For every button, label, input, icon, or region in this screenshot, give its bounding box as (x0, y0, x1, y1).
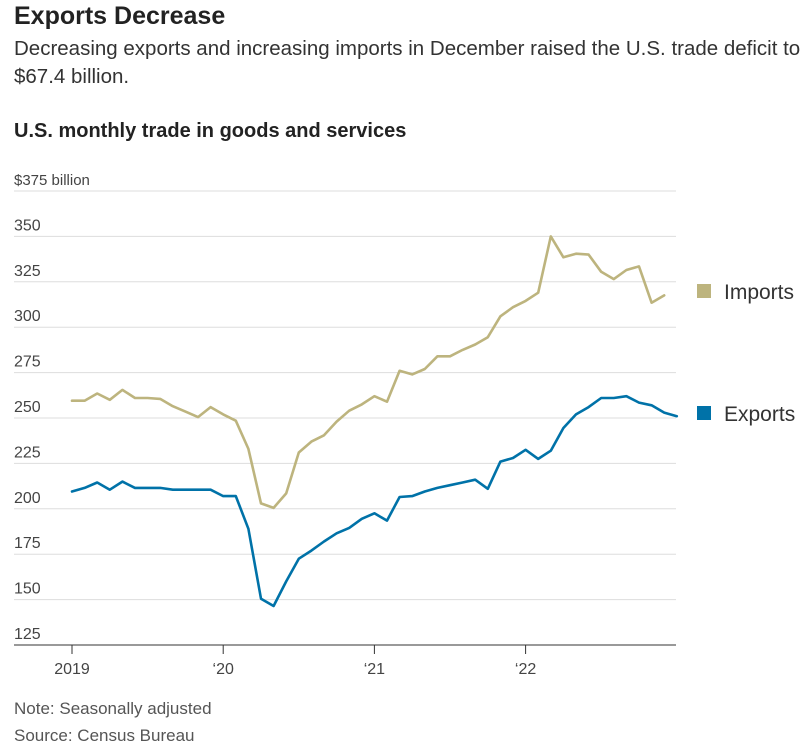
page-title: Exports Decrease (14, 2, 226, 30)
series-line-exports (70, 394, 679, 608)
chart-title: U.S. monthly trade in goods and services (14, 120, 407, 142)
legend-swatch-exports (697, 406, 711, 420)
y-tick-label: 150 (14, 581, 41, 598)
trade-line-chart: 125 150 175 200 225 250 275 300 325 350 $375 billi… (14, 172, 795, 678)
legend-swatch-imports (697, 284, 711, 298)
page-subtitle: Decreasing exports and increasing import… (14, 37, 801, 88)
legend-label-imports: Imports (724, 281, 794, 304)
y-tick-label: 225 (14, 444, 41, 461)
x-tick-label: 2019 (54, 661, 90, 678)
series-line-imports (70, 235, 666, 510)
grid-lines (14, 190, 676, 601)
y-tick-label: 200 (14, 490, 41, 507)
source-credit: Source: Census Bureau (14, 726, 195, 745)
footnote: Note: Seasonally adjusted (14, 699, 212, 718)
y-tick-label: 250 (14, 399, 41, 416)
x-tick-label: ‘20 (213, 661, 234, 678)
y-tick-label: 175 (14, 535, 41, 552)
x-tick-label: ‘22 (515, 661, 536, 678)
x-tick-label: ‘21 (364, 661, 385, 678)
y-tick-label: 350 (14, 217, 41, 234)
y-tick-label: 300 (14, 308, 41, 325)
y-axis-tick-labels: 125 150 175 200 225 250 275 300 325 350 $375 billi… (14, 172, 90, 643)
y-tick-label: 275 (14, 354, 41, 371)
x-axis: 2019 ‘20 ‘21 ‘22 (14, 644, 676, 678)
y-tick-label: $375 billion (14, 172, 90, 189)
legend-label-exports: Exports (724, 403, 795, 426)
legend: Imports Exports (697, 281, 795, 426)
y-tick-label: 125 (14, 626, 41, 643)
series-lines (70, 235, 679, 608)
y-tick-label: 325 (14, 263, 41, 280)
